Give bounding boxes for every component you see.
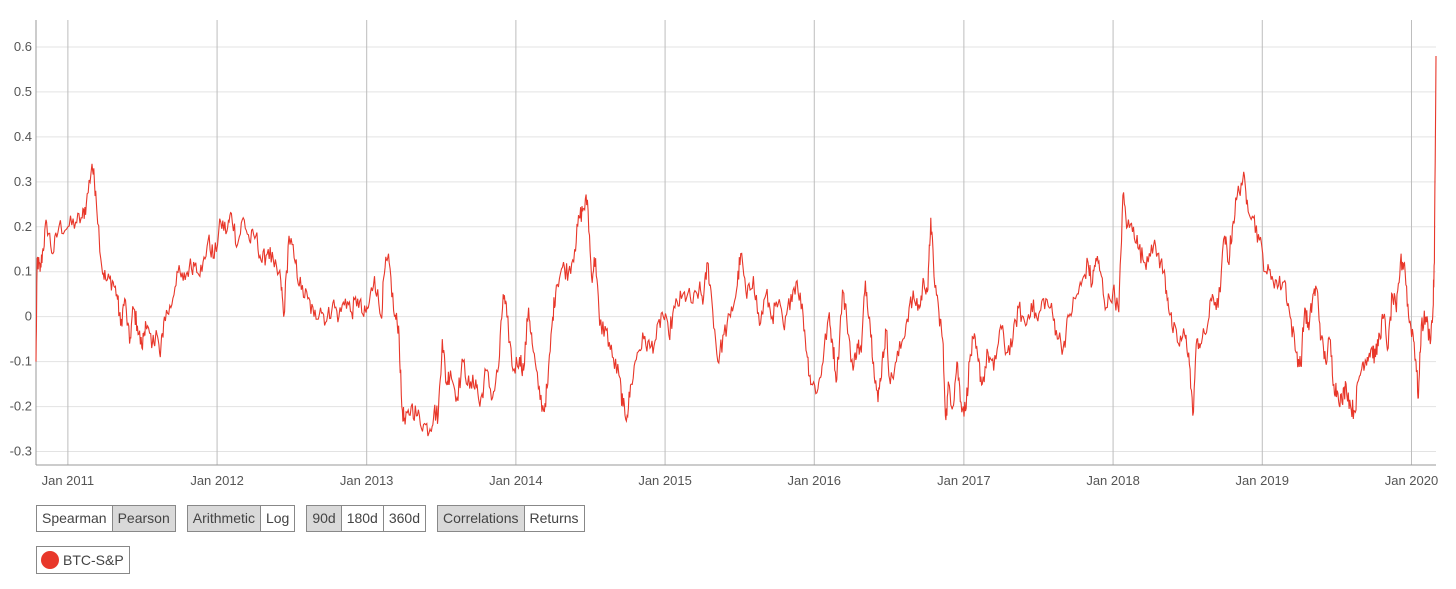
x-tick-label: Jan 2014 [489, 473, 543, 488]
pearson-button[interactable]: Pearson [112, 506, 175, 531]
spearman-button[interactable]: Spearman [37, 506, 113, 531]
y-tick-label: 0.5 [14, 84, 32, 99]
log-button[interactable]: Log [260, 506, 295, 531]
chart-controls: Spearman Pearson Arithmetic Log 90d 180d… [36, 505, 596, 532]
vertical-gridlines [67, 20, 1412, 465]
y-axis-tick-labels: 0.6 0.5 0.4 0.3 0.2 0.1 0 -0.1 -0.2 -0.3 [10, 39, 32, 459]
x-tick-label: Jan 2015 [638, 473, 692, 488]
y-tick-label: 0.1 [14, 264, 32, 279]
x-tick-label: Jan 2016 [788, 473, 842, 488]
series-line-btc-sp[interactable] [35, 55, 1437, 437]
arithmetic-button[interactable]: Arithmetic [187, 506, 261, 531]
x-tick-label: Jan 2011 [42, 473, 95, 488]
view-toggle: Correlations Returns [437, 505, 585, 532]
y-tick-label: 0.4 [14, 129, 32, 144]
y-tick-label: 0.2 [14, 219, 32, 234]
returns-button[interactable]: Returns [524, 506, 584, 531]
window-90d-button[interactable]: 90d [307, 506, 342, 531]
method-toggle: Spearman Pearson [36, 505, 176, 532]
x-tick-label: Jan 2013 [340, 473, 394, 488]
legend-label: BTC-S&P [63, 552, 124, 568]
window-toggle: 90d 180d 360d [306, 505, 427, 532]
horizontal-gridlines [36, 46, 1436, 453]
x-tick-label: Jan 2018 [1086, 473, 1140, 488]
y-tick-label: 0.6 [14, 39, 32, 54]
y-tick-label: -0.1 [10, 354, 32, 369]
legend-item-btc-sp[interactable]: BTC-S&P [36, 546, 130, 574]
series-color-dot [41, 551, 59, 569]
x-tick-label: Jan 2017 [937, 473, 991, 488]
y-tick-label: 0.3 [14, 174, 32, 189]
y-tick-label: -0.2 [10, 399, 32, 414]
x-tick-label: Jan 2019 [1236, 473, 1290, 488]
scale-toggle: Arithmetic Log [186, 505, 296, 532]
correlations-button[interactable]: Correlations [438, 506, 525, 531]
x-tick-label: Jan 2020 [1385, 473, 1439, 488]
window-360d-button[interactable]: 360d [383, 506, 426, 531]
y-tick-label: 0 [25, 309, 32, 324]
window-180d-button[interactable]: 180d [341, 506, 384, 531]
correlation-chart: 0.6 0.5 0.4 0.3 0.2 0.1 0 -0.1 -0.2 -0.3 Jan 2011… [10, 20, 1439, 488]
x-axis-tick-labels: Jan 2011 Jan 2012 Jan 2013 Jan 2014 Jan 2015… [42, 473, 1439, 488]
x-tick-label: Jan 2012 [190, 473, 244, 488]
y-tick-label: -0.3 [10, 444, 32, 459]
